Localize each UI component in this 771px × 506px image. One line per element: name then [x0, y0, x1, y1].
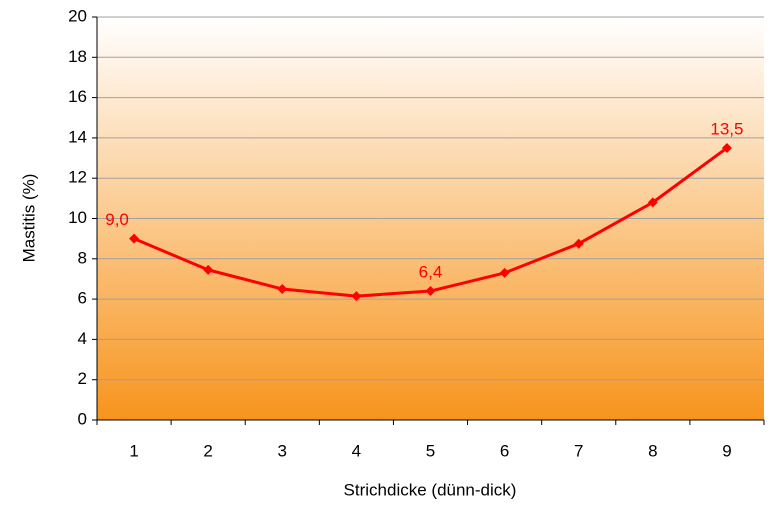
marker — [129, 233, 140, 244]
y-tick-label: 16 — [68, 87, 87, 106]
x-tick-label: 1 — [129, 441, 138, 460]
y-tick-label: 6 — [78, 289, 87, 308]
y-tick-label: 4 — [78, 329, 87, 348]
x-tick-label: 3 — [278, 441, 287, 460]
value-label: 13,5 — [710, 119, 743, 138]
marker — [499, 267, 510, 278]
y-axis-label: Mastitis (%) — [19, 174, 38, 263]
y-tick-label: 12 — [68, 168, 87, 187]
marker — [203, 264, 214, 275]
x-tick-label: 2 — [203, 441, 212, 460]
y-tick-label: 8 — [78, 248, 87, 267]
y-tick-label: 18 — [68, 47, 87, 66]
marker — [425, 286, 436, 297]
x-tick-label: 6 — [500, 441, 509, 460]
marker — [647, 197, 658, 208]
marker — [277, 284, 288, 295]
y-tick-label: 2 — [78, 369, 87, 388]
x-tick-label: 5 — [426, 441, 435, 460]
y-tick-label: 14 — [68, 127, 87, 146]
marker — [573, 238, 584, 249]
y-tick-label: 0 — [78, 409, 87, 428]
marker — [721, 142, 732, 153]
x-axis-label: Strichdicke (dünn-dick) — [344, 480, 517, 499]
x-tick-label: 4 — [352, 441, 361, 460]
value-label: 9,0 — [105, 210, 129, 229]
x-tick-label: 9 — [722, 441, 731, 460]
y-tick-label: 20 — [68, 6, 87, 25]
marker — [351, 291, 362, 302]
x-tick-label: 7 — [574, 441, 583, 460]
x-tick-label: 8 — [648, 441, 657, 460]
value-label: 6,4 — [419, 263, 443, 282]
y-tick-label: 10 — [68, 208, 87, 227]
